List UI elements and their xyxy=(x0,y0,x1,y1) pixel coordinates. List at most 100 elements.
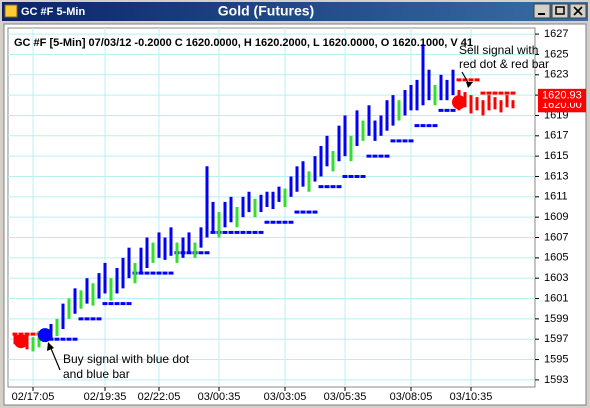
stop-dot xyxy=(402,139,408,143)
stop-dot xyxy=(342,174,348,178)
stop-dot xyxy=(336,185,342,189)
stop-dot xyxy=(438,108,444,112)
stop-dot xyxy=(204,251,210,255)
window-buttons xyxy=(533,3,587,19)
annotation: Sell signal with xyxy=(459,43,538,57)
stop-dot xyxy=(426,124,432,128)
stop-dot xyxy=(348,174,354,178)
maximize-button[interactable] xyxy=(551,3,569,19)
stop-dot xyxy=(474,78,480,82)
stop-dot xyxy=(30,332,36,336)
stop-dot xyxy=(234,230,240,234)
stop-dot xyxy=(84,317,90,321)
annotation-arrow xyxy=(49,345,61,371)
y-tick-label: 1615 xyxy=(544,150,568,162)
stop-dot xyxy=(198,251,204,255)
price-label-box xyxy=(538,88,586,103)
app-icon xyxy=(4,4,18,18)
stop-dot xyxy=(504,91,510,95)
stop-dot xyxy=(366,154,372,158)
arrow-head xyxy=(466,82,473,88)
stop-dot xyxy=(252,230,258,234)
stop-dot xyxy=(18,332,24,336)
stop-dot xyxy=(300,210,306,214)
stop-dot xyxy=(468,78,474,82)
stop-dot xyxy=(456,78,462,82)
annotation: red dot & red bar xyxy=(459,57,549,71)
stop-dot xyxy=(330,185,336,189)
stop-dot xyxy=(72,337,78,341)
stop-dot xyxy=(462,78,468,82)
stop-dot xyxy=(246,230,252,234)
info-line: GC #F [5-Min] 07/03/12 -0.2000 C 1620.00… xyxy=(14,37,473,49)
stop-dot xyxy=(168,271,174,275)
stop-dot xyxy=(432,124,438,128)
stop-dot xyxy=(318,185,324,189)
stop-dot xyxy=(372,154,378,158)
stop-dot xyxy=(162,271,168,275)
stop-dot xyxy=(480,91,486,95)
y-tick-label: 1625 xyxy=(544,48,568,60)
stop-dot xyxy=(276,220,282,224)
chart-title: Gold (Futures) xyxy=(218,3,314,19)
y-tick-label: 1623 xyxy=(544,69,568,81)
x-tick-label: 02/19:35 xyxy=(84,391,127,403)
y-tick-label: 1595 xyxy=(544,353,568,365)
signal-dot xyxy=(14,334,28,349)
y-tick-label: 1597 xyxy=(544,333,568,345)
stop-dot xyxy=(66,337,72,341)
x-tick-label: 03/10:35 xyxy=(450,391,493,403)
y-tick-label: 1611 xyxy=(544,191,568,203)
price-label: 1620.93 xyxy=(542,90,582,102)
stop-dot xyxy=(390,139,396,143)
y-tick-label: 1605 xyxy=(544,252,568,264)
stop-dot xyxy=(270,220,276,224)
arrow-head xyxy=(47,342,54,351)
stop-dot xyxy=(414,124,420,128)
x-tick-label: 02/22:05 xyxy=(138,391,181,403)
stop-dot xyxy=(486,91,492,95)
stop-dot xyxy=(408,139,414,143)
stop-dot xyxy=(240,230,246,234)
stop-dot xyxy=(96,317,102,321)
stop-dot xyxy=(60,337,66,341)
stop-dot xyxy=(498,91,504,95)
stop-dot xyxy=(492,91,498,95)
stop-dot xyxy=(264,220,270,224)
stop-dot xyxy=(78,317,84,321)
stop-dot xyxy=(126,302,132,306)
stop-dot xyxy=(294,210,300,214)
stop-dot xyxy=(288,220,294,224)
x-tick-label: 03/03:05 xyxy=(264,391,307,403)
y-tick-label: 1599 xyxy=(544,313,568,325)
annotation: and blue bar xyxy=(63,367,130,381)
stop-dot xyxy=(354,174,360,178)
y-tick-label: 1601 xyxy=(544,292,568,304)
stop-dot xyxy=(396,139,402,143)
stop-dot xyxy=(54,337,60,341)
stop-dot xyxy=(444,108,450,112)
y-tick-label: 1609 xyxy=(544,211,568,223)
stop-dot xyxy=(282,220,288,224)
stop-dot xyxy=(228,230,234,234)
stop-dot xyxy=(114,302,120,306)
y-tick-label: 1627 xyxy=(544,28,568,40)
x-tick-label: 03/05:35 xyxy=(324,391,367,403)
signal-dot xyxy=(38,328,52,343)
stop-dot xyxy=(144,271,150,275)
stop-dot xyxy=(108,302,114,306)
stop-dot xyxy=(222,230,228,234)
stop-dot xyxy=(312,210,318,214)
stop-dot xyxy=(258,230,264,234)
x-tick-label: 03/00:35 xyxy=(198,391,241,403)
y-tick-label: 1619 xyxy=(544,109,568,121)
annotation: Buy signal with blue dot xyxy=(63,352,190,366)
stop-dot xyxy=(360,174,366,178)
stop-dot xyxy=(90,317,96,321)
stop-dot xyxy=(450,108,456,112)
stop-dot xyxy=(102,302,108,306)
minimize-button[interactable] xyxy=(533,3,551,19)
stop-dot xyxy=(150,271,156,275)
stop-dot xyxy=(156,271,162,275)
